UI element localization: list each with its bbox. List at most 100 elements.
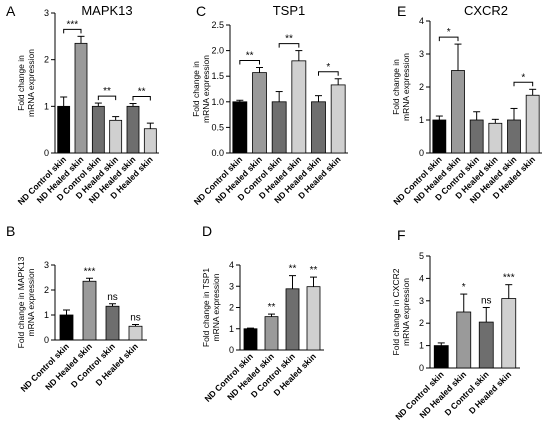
- panel-a-bracket-label-1: **: [103, 86, 111, 97]
- panel-a-bracket-0: [63, 28, 82, 34]
- panel-a-bar-2: [91, 105, 105, 154]
- panel-b-bar-2: [105, 305, 120, 341]
- panel-c-letter: C: [196, 3, 206, 19]
- panel-e-bracket-1: [513, 81, 534, 87]
- panel-c-bracket-label-1: **: [285, 34, 293, 45]
- panel-c-bracket-2: [318, 71, 339, 76]
- panel-f-bar-2: [478, 321, 494, 369]
- panel-b-significance-3: ns: [130, 313, 141, 324]
- panel-a-y-label-1: Fold change in: [16, 55, 26, 111]
- panel-c-y-tick-label-1: 0.5: [211, 122, 224, 132]
- panel-d-bar-1: [264, 316, 279, 351]
- panel-e-bar-0: [432, 119, 447, 154]
- panel-c-bracket-0: [239, 59, 260, 65]
- panel-e-y-label-1: Fold change in: [391, 59, 401, 115]
- panel-a-y-label-2: mRNA expression: [26, 49, 36, 117]
- panel-d-y-tick-label-2: 2: [229, 303, 234, 313]
- panel-b-y-tick-label-3: 3: [44, 260, 49, 270]
- panel-c-bar-4: [311, 101, 326, 154]
- panel-c-y-tick-label-3: 1.5: [211, 71, 224, 81]
- panel-a-bracket-label-2: **: [138, 87, 146, 98]
- panel-b-y-label-1: Fold change in MAPK13: [16, 256, 26, 348]
- panel-c-title: TSP1: [273, 3, 306, 18]
- panel-e-bracket-0: [438, 36, 459, 42]
- panel-a-letter: A: [6, 3, 16, 19]
- panel-e-bar-1: [451, 70, 465, 154]
- panel-e-y-tick-label-0: 0: [419, 148, 424, 158]
- panel-f-bar-0: [433, 345, 449, 369]
- panel-d-significance-1: **: [268, 302, 276, 313]
- panel-a-bar-3: [109, 119, 123, 154]
- panel-c-y-label-2: mRNA expression: [201, 55, 211, 123]
- panel-a-y-tick-label-2: 2: [44, 55, 49, 65]
- panel-b-y-tick-label-2: 2: [44, 285, 49, 295]
- panel-a-title: MAPK13: [81, 3, 132, 18]
- panel-a-bar-5: [143, 128, 157, 154]
- panel-f-y-tick-label-5: 5: [419, 251, 424, 261]
- panel-a-bar-1: [74, 42, 88, 154]
- panel-f-bar-3: [501, 298, 517, 369]
- panel-e-title: CXCR2: [464, 3, 508, 18]
- panel-f-significance-1: *: [462, 282, 466, 293]
- panel-c-y-label-1: Fold change in: [191, 61, 201, 117]
- panel-c-bracket-1: [278, 43, 300, 48]
- panel-b-bar-1: [82, 280, 97, 341]
- panel-f-y-label-2: mRNA expression: [401, 278, 411, 346]
- panel-d-y-tick-label-3: 3: [229, 281, 234, 291]
- panel-e-bracket-label-1: *: [521, 72, 525, 83]
- panel-d-y-tick-label-4: 4: [229, 260, 234, 270]
- panel-e-bracket-label-0: *: [447, 27, 451, 38]
- panel-f-y-tick-label-4: 4: [419, 273, 424, 283]
- panel-e-bar-5: [525, 94, 540, 154]
- panel-e-y-label-2: mRNA expression: [401, 53, 411, 121]
- panel-d-significance-2: **: [289, 264, 297, 275]
- panel-d-y-label-1: Fold change in TSP1: [201, 268, 211, 347]
- panel-b-bar-0: [59, 314, 74, 341]
- panel-e-y-tick-label-1: 1: [419, 115, 424, 125]
- panel-f-y-label-1: Fold change in CXCR2: [391, 268, 401, 355]
- panel-a-y-tick-label-3: 3: [44, 8, 49, 18]
- panel-f-y-tick-label-2: 2: [419, 318, 424, 328]
- panel-a-bracket-1: [97, 95, 117, 101]
- panel-c-bracket-label-2: *: [326, 62, 330, 73]
- panel-b-letter: B: [6, 223, 15, 239]
- panel-b-significance-2: ns: [107, 292, 118, 303]
- panel-f-y-tick-label-3: 3: [419, 296, 424, 306]
- panel-f-bar-1: [456, 311, 472, 369]
- panel-d-y-tick-label-1: 1: [229, 324, 234, 334]
- panel-c-bar-3: [291, 60, 307, 154]
- panel-d-bar-2: [285, 288, 300, 351]
- panel-b-y-tick-label-0: 0: [44, 335, 49, 345]
- panel-e-y-tick-label-2: 2: [419, 82, 424, 92]
- panel-c-y-tick-label-2: 1.0: [211, 97, 224, 107]
- panel-e-bar-2: [469, 119, 484, 154]
- panel-d-y-label-2: mRNA expression: [211, 273, 221, 341]
- panel-c-bar-5: [330, 84, 346, 154]
- panel-f-y-tick-label-0: 0: [419, 363, 424, 373]
- panel-b-bar-3: [128, 325, 143, 341]
- panel-a-bracket-label-0: ***: [66, 19, 78, 30]
- panel-d-letter: D: [202, 223, 212, 239]
- panel-c-bar-0: [232, 101, 248, 154]
- panel-a-bracket-2: [132, 96, 151, 101]
- panel-c-bracket-label-0: **: [246, 50, 254, 61]
- panel-f-letter: F: [397, 227, 406, 243]
- panel-c-y-tick-label-0: 0.0: [211, 148, 224, 158]
- panel-f-significance-3: ***: [503, 273, 515, 284]
- panel-e-y-tick-label-3: 3: [419, 49, 424, 59]
- panel-c-bar-2: [271, 101, 287, 154]
- panel-a-y-tick-label-0: 0: [44, 148, 49, 158]
- panel-f-y-tick-label-1: 1: [419, 341, 424, 351]
- panel-e-bar-4: [507, 119, 521, 154]
- panel-b-significance-1: ***: [84, 266, 96, 277]
- panel-e-letter: E: [397, 3, 406, 19]
- panel-a-y-tick-label-1: 1: [44, 101, 49, 111]
- panel-c-y-tick-label-5: 2.5: [211, 20, 224, 30]
- panel-a-bar-0: [57, 105, 71, 154]
- panel-a-bar-4: [126, 105, 140, 154]
- panel-b-y-label-2: mRNA expression: [26, 268, 36, 336]
- panel-d-y-tick-label-0: 0: [229, 345, 234, 355]
- panel-e-bar-3: [488, 122, 503, 154]
- panel-d-bar-0: [243, 328, 258, 351]
